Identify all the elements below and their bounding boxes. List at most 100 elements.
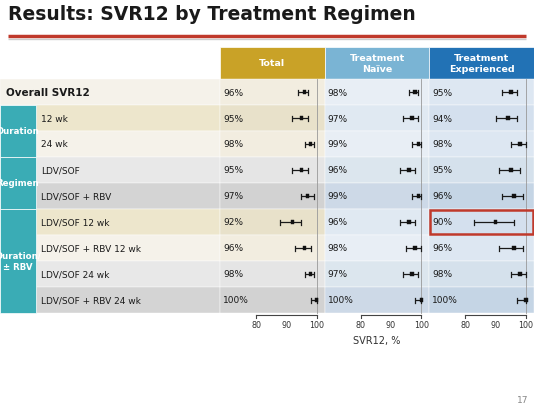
Bar (407, 221, 411, 224)
Text: 97%: 97% (223, 192, 243, 201)
Text: 90: 90 (386, 320, 396, 329)
Text: LDV/SOF + RBV 12 wk: LDV/SOF + RBV 12 wk (41, 244, 141, 253)
Text: 100: 100 (309, 320, 324, 329)
Bar (413, 247, 417, 250)
Bar (494, 221, 497, 224)
Text: LDV/SOF 12 wk: LDV/SOF 12 wk (41, 218, 109, 227)
Text: 100%: 100% (223, 296, 249, 305)
Bar (36, 106, 220, 132)
Bar (512, 195, 516, 198)
Bar (518, 143, 522, 146)
Bar (0, 106, 36, 157)
Bar (429, 209, 534, 236)
Bar (325, 261, 429, 287)
Text: 98%: 98% (328, 244, 348, 253)
Text: 96%: 96% (223, 88, 243, 97)
Text: 95%: 95% (433, 166, 452, 175)
Text: Regimen: Regimen (0, 179, 40, 188)
Bar (509, 91, 513, 94)
Bar (429, 80, 534, 106)
Text: 99%: 99% (328, 140, 348, 149)
Bar (315, 299, 318, 302)
Bar (309, 143, 312, 146)
Bar (220, 157, 325, 184)
Text: 97%: 97% (328, 114, 348, 123)
Bar (220, 209, 325, 236)
Text: 94%: 94% (433, 114, 452, 123)
Bar (220, 132, 325, 157)
Bar (429, 106, 534, 132)
Text: 90: 90 (491, 320, 501, 329)
Bar (220, 261, 325, 287)
Bar (290, 221, 294, 224)
Bar (36, 287, 220, 313)
Bar (430, 211, 533, 234)
Text: 24 wk: 24 wk (41, 140, 68, 149)
Text: 97%: 97% (328, 270, 348, 279)
Bar (325, 132, 429, 157)
Bar (306, 195, 309, 198)
Bar (429, 48, 534, 80)
Text: 95%: 95% (223, 114, 243, 123)
Bar (420, 299, 423, 302)
Text: 98%: 98% (223, 270, 243, 279)
Text: 96%: 96% (328, 166, 348, 175)
Bar (0, 80, 220, 106)
Bar (417, 195, 420, 198)
Text: Overall SVR12: Overall SVR12 (6, 88, 90, 98)
Text: LDV/SOF + RBV: LDV/SOF + RBV (41, 192, 111, 201)
Bar (303, 91, 307, 94)
Bar (413, 91, 417, 94)
Text: 80: 80 (460, 320, 470, 329)
Bar (518, 272, 522, 276)
Text: 96%: 96% (433, 192, 452, 201)
Bar (512, 247, 516, 250)
Text: Treatment
Experienced: Treatment Experienced (449, 54, 514, 74)
Bar (220, 106, 325, 132)
Text: 96%: 96% (433, 244, 452, 253)
Bar (36, 184, 220, 209)
Bar (0, 157, 36, 209)
Text: Results: SVR12 by Treatment Regimen: Results: SVR12 by Treatment Regimen (8, 5, 416, 24)
Text: 96%: 96% (223, 244, 243, 253)
Text: 100%: 100% (433, 296, 458, 305)
Text: 100: 100 (519, 320, 533, 329)
Bar (325, 184, 429, 209)
Text: 80: 80 (356, 320, 366, 329)
Text: Total: Total (260, 59, 285, 68)
Text: 17: 17 (516, 395, 528, 404)
Bar (325, 157, 429, 184)
Text: 90: 90 (281, 320, 292, 329)
Bar (407, 169, 411, 172)
Bar (509, 169, 513, 172)
Text: LDV/SOF: LDV/SOF (41, 166, 80, 175)
Bar (506, 117, 509, 121)
Text: Duration: Duration (0, 127, 40, 136)
Text: 12 wk: 12 wk (41, 114, 68, 123)
Text: 100: 100 (414, 320, 429, 329)
Text: 80: 80 (251, 320, 261, 329)
Bar (417, 143, 420, 146)
Bar (36, 209, 220, 236)
Bar (220, 80, 325, 106)
Bar (411, 117, 414, 121)
Text: 95%: 95% (223, 166, 243, 175)
Text: Duration/
± RBV: Duration/ ± RBV (0, 251, 41, 272)
Text: Treatment
Naïve: Treatment Naïve (349, 54, 405, 74)
Bar (36, 157, 220, 184)
Bar (429, 236, 534, 261)
Bar (325, 209, 429, 236)
Text: SVR12, %: SVR12, % (354, 335, 400, 345)
Bar (325, 287, 429, 313)
Bar (220, 236, 325, 261)
Text: LDV/SOF 24 wk: LDV/SOF 24 wk (41, 270, 109, 279)
Text: 90%: 90% (433, 218, 452, 227)
Bar (220, 287, 325, 313)
Bar (325, 48, 429, 80)
Bar (36, 236, 220, 261)
Bar (429, 157, 534, 184)
Bar (524, 299, 528, 302)
Bar (303, 247, 307, 250)
Text: 100%: 100% (328, 296, 354, 305)
Bar (0, 209, 36, 313)
